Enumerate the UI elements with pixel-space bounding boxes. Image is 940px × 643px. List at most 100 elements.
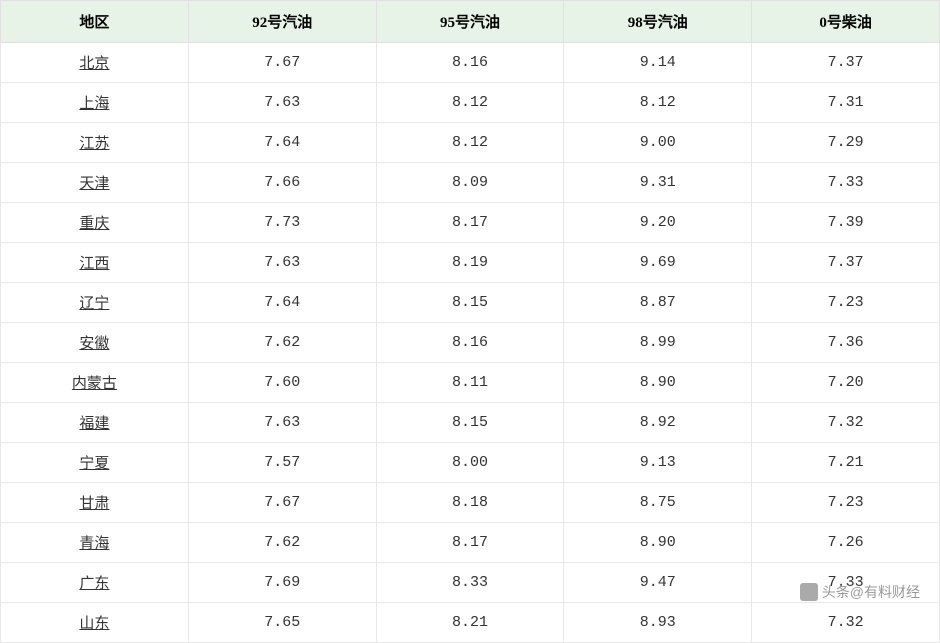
price-cell: 7.69 — [188, 563, 376, 603]
col-d0: 0号柴油 — [752, 1, 940, 43]
price-cell: 8.90 — [564, 523, 752, 563]
price-cell: 7.73 — [188, 203, 376, 243]
price-cell: 9.31 — [564, 163, 752, 203]
price-cell: 7.64 — [188, 123, 376, 163]
price-cell: 8.18 — [376, 483, 564, 523]
price-cell: 8.12 — [376, 123, 564, 163]
table-row: 安徽7.628.168.997.36 — [1, 323, 940, 363]
price-cell: 8.99 — [564, 323, 752, 363]
price-cell: 7.39 — [752, 203, 940, 243]
region-link[interactable]: 江西 — [1, 243, 189, 283]
price-cell: 8.87 — [564, 283, 752, 323]
price-cell: 7.32 — [752, 403, 940, 443]
price-cell: 7.23 — [752, 483, 940, 523]
price-cell: 7.67 — [188, 43, 376, 83]
region-link[interactable]: 江苏 — [1, 123, 189, 163]
region-link[interactable]: 安徽 — [1, 323, 189, 363]
col-95: 95号汽油 — [376, 1, 564, 43]
price-cell: 7.26 — [752, 523, 940, 563]
price-cell: 7.67 — [188, 483, 376, 523]
price-cell: 7.63 — [188, 243, 376, 283]
price-cell: 8.15 — [376, 403, 564, 443]
price-cell: 7.62 — [188, 323, 376, 363]
price-cell: 7.63 — [188, 403, 376, 443]
table-row: 北京7.678.169.147.37 — [1, 43, 940, 83]
price-cell: 8.19 — [376, 243, 564, 283]
table-row: 福建7.638.158.927.32 — [1, 403, 940, 443]
price-cell: 9.00 — [564, 123, 752, 163]
table-header-row: 地区 92号汽油 95号汽油 98号汽油 0号柴油 — [1, 1, 940, 43]
region-link[interactable]: 福建 — [1, 403, 189, 443]
table-row: 天津7.668.099.317.33 — [1, 163, 940, 203]
col-98: 98号汽油 — [564, 1, 752, 43]
price-cell: 8.09 — [376, 163, 564, 203]
watermark-icon — [800, 583, 818, 601]
table-row: 青海7.628.178.907.26 — [1, 523, 940, 563]
price-cell: 8.92 — [564, 403, 752, 443]
price-cell: 7.20 — [752, 363, 940, 403]
price-cell: 9.69 — [564, 243, 752, 283]
table-row: 内蒙古7.608.118.907.20 — [1, 363, 940, 403]
price-cell: 9.47 — [564, 563, 752, 603]
price-cell: 8.17 — [376, 203, 564, 243]
price-cell: 9.14 — [564, 43, 752, 83]
price-cell: 9.20 — [564, 203, 752, 243]
table-row: 甘肃7.678.188.757.23 — [1, 483, 940, 523]
watermark-text: 头条@有料财经 — [822, 582, 920, 602]
price-cell: 8.11 — [376, 363, 564, 403]
fuel-price-table: 地区 92号汽油 95号汽油 98号汽油 0号柴油 北京7.678.169.14… — [0, 0, 940, 643]
region-link[interactable]: 青海 — [1, 523, 189, 563]
price-cell: 7.60 — [188, 363, 376, 403]
price-cell: 7.37 — [752, 243, 940, 283]
price-cell: 7.37 — [752, 43, 940, 83]
region-link[interactable]: 重庆 — [1, 203, 189, 243]
price-cell: 8.12 — [376, 83, 564, 123]
table-row: 宁夏7.578.009.137.21 — [1, 443, 940, 483]
price-cell: 7.57 — [188, 443, 376, 483]
table-row: 重庆7.738.179.207.39 — [1, 203, 940, 243]
col-92: 92号汽油 — [188, 1, 376, 43]
price-cell: 7.63 — [188, 83, 376, 123]
price-cell: 7.29 — [752, 123, 940, 163]
price-cell: 8.33 — [376, 563, 564, 603]
region-link[interactable]: 山东 — [1, 603, 189, 643]
price-cell: 8.00 — [376, 443, 564, 483]
price-cell: 7.31 — [752, 83, 940, 123]
table-row: 广东7.698.339.477.33 — [1, 563, 940, 603]
price-cell: 8.16 — [376, 323, 564, 363]
table-row: 江苏7.648.129.007.29 — [1, 123, 940, 163]
table-row: 山东7.658.218.937.32 — [1, 603, 940, 643]
price-cell: 8.75 — [564, 483, 752, 523]
price-cell: 8.17 — [376, 523, 564, 563]
price-cell: 8.93 — [564, 603, 752, 643]
price-cell: 7.62 — [188, 523, 376, 563]
region-link[interactable]: 上海 — [1, 83, 189, 123]
region-link[interactable]: 宁夏 — [1, 443, 189, 483]
price-cell: 7.36 — [752, 323, 940, 363]
price-cell: 7.23 — [752, 283, 940, 323]
table-row: 上海7.638.128.127.31 — [1, 83, 940, 123]
price-cell: 8.12 — [564, 83, 752, 123]
region-link[interactable]: 天津 — [1, 163, 189, 203]
price-cell: 7.21 — [752, 443, 940, 483]
price-cell: 8.21 — [376, 603, 564, 643]
col-region: 地区 — [1, 1, 189, 43]
table-body: 北京7.678.169.147.37上海7.638.128.127.31江苏7.… — [1, 43, 940, 643]
region-link[interactable]: 甘肃 — [1, 483, 189, 523]
price-cell: 8.16 — [376, 43, 564, 83]
price-cell: 7.64 — [188, 283, 376, 323]
region-link[interactable]: 广东 — [1, 563, 189, 603]
price-cell: 9.13 — [564, 443, 752, 483]
price-cell: 7.65 — [188, 603, 376, 643]
price-cell: 7.33 — [752, 163, 940, 203]
price-cell: 8.15 — [376, 283, 564, 323]
region-link[interactable]: 北京 — [1, 43, 189, 83]
price-cell: 7.66 — [188, 163, 376, 203]
region-link[interactable]: 辽宁 — [1, 283, 189, 323]
region-link[interactable]: 内蒙古 — [1, 363, 189, 403]
table-row: 辽宁7.648.158.877.23 — [1, 283, 940, 323]
price-cell: 7.32 — [752, 603, 940, 643]
watermark: 头条@有料财经 — [800, 582, 920, 602]
table-row: 江西7.638.199.697.37 — [1, 243, 940, 283]
price-cell: 8.90 — [564, 363, 752, 403]
